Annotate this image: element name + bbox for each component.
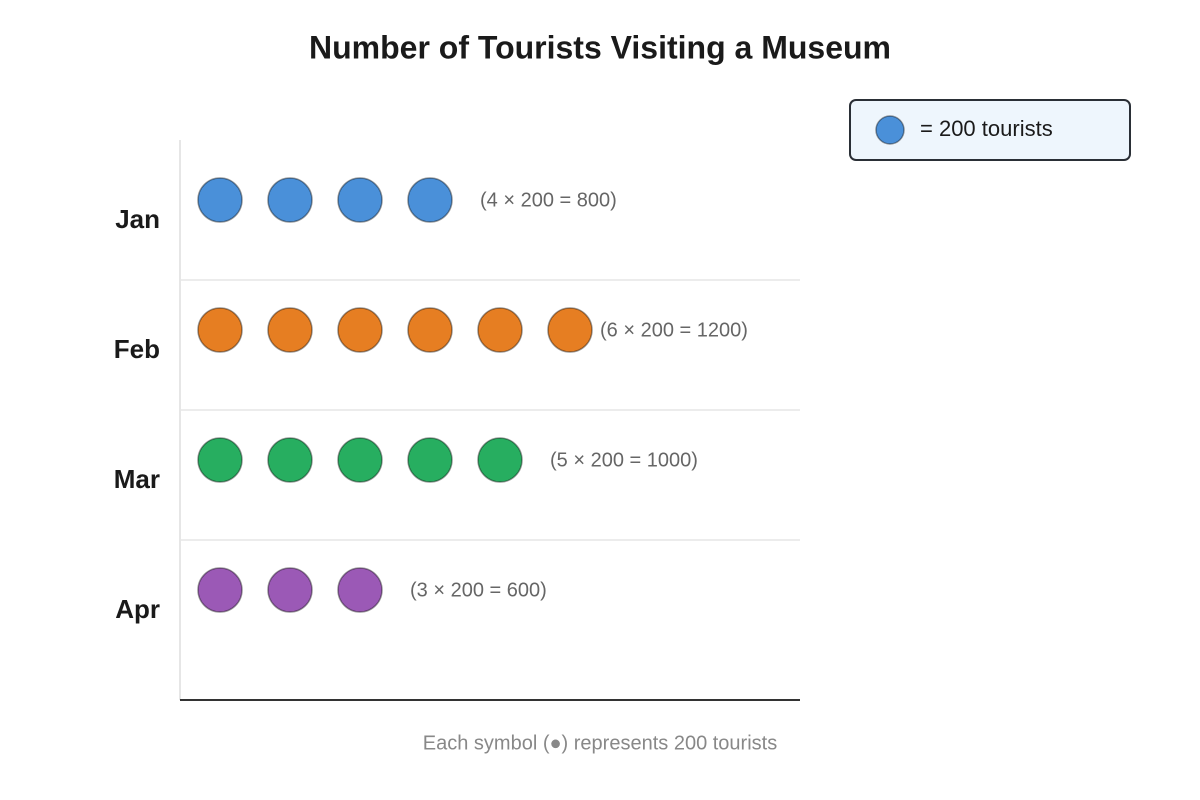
symbol xyxy=(267,567,313,613)
category-label: Apr xyxy=(115,594,160,624)
symbol xyxy=(197,177,243,223)
symbol xyxy=(267,177,313,223)
symbol xyxy=(477,437,523,483)
value-label: (6 × 200 = 1200) xyxy=(600,319,748,341)
category-label: Feb xyxy=(114,334,160,364)
symbol xyxy=(197,307,243,353)
symbol xyxy=(337,177,383,223)
legend-symbol xyxy=(875,115,905,145)
category-label: Mar xyxy=(114,464,160,494)
symbol xyxy=(337,307,383,353)
value-label: (4 × 200 = 800) xyxy=(480,189,617,211)
symbol xyxy=(337,567,383,613)
symbol xyxy=(337,437,383,483)
symbol xyxy=(197,437,243,483)
symbol xyxy=(547,307,593,353)
symbol xyxy=(407,437,453,483)
value-label: (3 × 200 = 600) xyxy=(410,579,547,601)
chart-title: Number of Tourists Visiting a Museum xyxy=(309,29,891,65)
legend-label: = 200 tourists xyxy=(920,116,1053,141)
symbol xyxy=(477,307,523,353)
category-label: Jan xyxy=(115,204,160,234)
symbol xyxy=(267,437,313,483)
value-label: (5 × 200 = 1000) xyxy=(550,449,698,471)
symbol xyxy=(407,307,453,353)
symbol xyxy=(407,177,453,223)
symbol xyxy=(197,567,243,613)
legend-box xyxy=(849,99,1131,161)
symbol xyxy=(267,307,313,353)
footnote: Each symbol (●) represents 200 tourists xyxy=(423,732,777,754)
